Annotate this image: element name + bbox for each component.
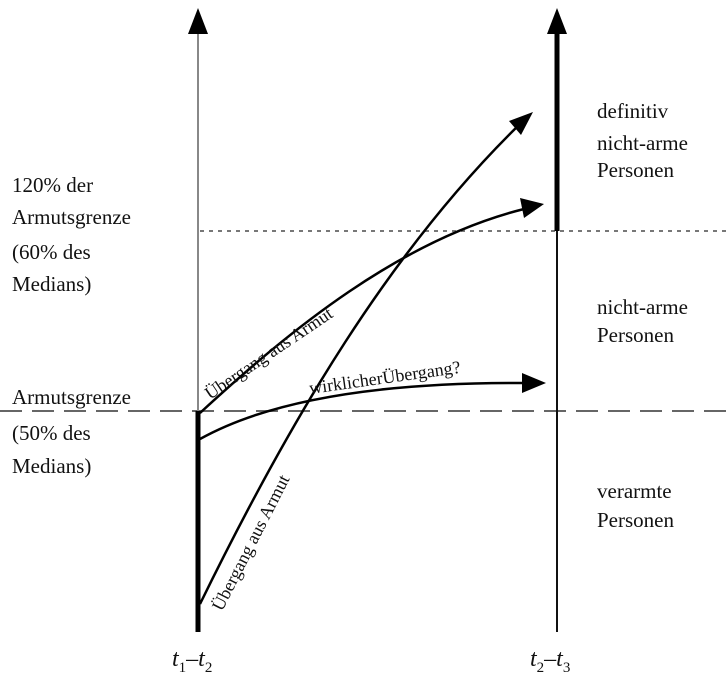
axis-right-sub2: 3 (563, 660, 571, 676)
trajectory-steep-arrowhead (509, 112, 533, 135)
axis-left-dash: – (185, 646, 199, 672)
axis-label-left: t1–t2 (172, 646, 212, 676)
label-definitely-nonpoor-3: Personen (597, 158, 674, 182)
trajectory-curve-steep (198, 121, 523, 605)
axis-left-sub1: 1 (179, 660, 187, 676)
trajectory-curve-real (199, 381, 527, 441)
axis-label-right: t2–t3 (530, 646, 570, 676)
trajectory-upper-arrowhead (520, 198, 544, 218)
axis-right-t2: t (556, 646, 564, 672)
label-impoverished-1: verarmte (597, 479, 672, 503)
label-poverty-line3: Medians) (12, 454, 91, 478)
label-120-line1: 120% der (12, 173, 93, 197)
right-axis-arrowhead (547, 8, 567, 34)
label-definitely-nonpoor-2: nicht-arme (597, 131, 688, 155)
label-120-line4: Medians) (12, 272, 91, 296)
label-120-line3: (60% des (12, 240, 91, 264)
trajectory-real-arrowhead (522, 373, 546, 393)
axis-right-t1: t (530, 646, 538, 672)
label-impoverished-2: Personen (597, 508, 674, 532)
label-nonpoor-2: Personen (597, 323, 674, 347)
axis-right-sub1: 2 (537, 660, 545, 676)
axis-right-dash: – (543, 646, 557, 672)
axis-left-t1: t (172, 646, 180, 672)
label-120-line2: Armutsgrenze (12, 205, 131, 229)
label-poverty-line1: Armutsgrenze (12, 385, 131, 409)
path-label-transition-lower: Übergang aus Armut (208, 471, 294, 613)
label-poverty-line2: (50% des (12, 421, 91, 445)
label-nonpoor-1: nicht-arme (597, 295, 688, 319)
label-definitely-nonpoor-1: definitiv (597, 99, 669, 123)
axis-left-sub2: 2 (205, 660, 213, 676)
axis-left-t2: t (198, 646, 206, 672)
left-axis-arrowhead (188, 8, 208, 34)
trajectory-curve-upper (199, 207, 525, 414)
